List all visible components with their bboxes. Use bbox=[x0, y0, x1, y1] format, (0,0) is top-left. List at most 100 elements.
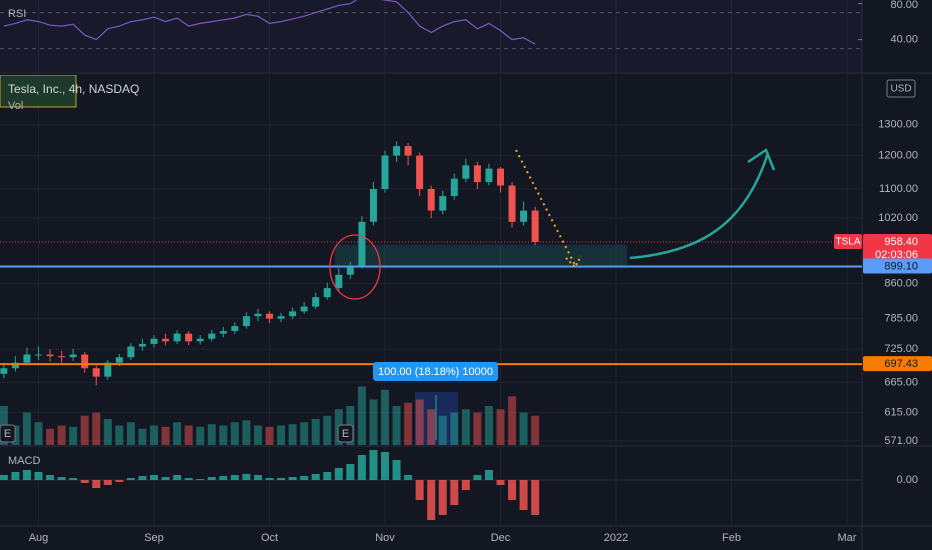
volume-bar bbox=[150, 425, 158, 445]
macd-bar bbox=[92, 480, 101, 488]
y-tick-label: 1300.00 bbox=[878, 119, 918, 131]
candle-body bbox=[254, 313, 262, 317]
price-tag bbox=[863, 233, 932, 262]
x-tick-label: Nov bbox=[375, 532, 395, 544]
candle-body bbox=[35, 354, 42, 356]
macd-bar bbox=[392, 460, 401, 480]
volume-bar bbox=[288, 424, 297, 445]
macd-bar bbox=[207, 477, 216, 480]
volume-bar bbox=[531, 415, 540, 445]
volume-bar bbox=[369, 399, 378, 445]
rsi-tick-label: 80.00 bbox=[890, 0, 918, 11]
volume-bar bbox=[392, 406, 401, 445]
volume-bar bbox=[161, 426, 170, 445]
candle-body bbox=[485, 168, 493, 183]
earnings-marker bbox=[337, 424, 354, 443]
macd-bar bbox=[519, 480, 528, 510]
price-tag-label: 899.10 bbox=[884, 260, 918, 272]
macd-bar bbox=[265, 478, 274, 480]
macd-bar bbox=[80, 480, 89, 483]
earnings-label: E bbox=[342, 428, 349, 440]
candle-body bbox=[266, 313, 273, 319]
tooltip: 100.00 (18.18%) 10000 bbox=[378, 366, 493, 378]
candle-body bbox=[46, 354, 54, 357]
candle-body bbox=[497, 168, 504, 186]
macd-bar bbox=[415, 480, 424, 500]
volume-bar bbox=[519, 412, 528, 445]
macd-bar bbox=[473, 475, 482, 480]
price-tag-label: 958.40 bbox=[884, 236, 918, 248]
y-tick-label: 1020.00 bbox=[878, 212, 918, 224]
macd-bar bbox=[277, 478, 286, 480]
candle-body bbox=[92, 368, 100, 377]
candle-body bbox=[335, 274, 343, 289]
volume-bar bbox=[404, 402, 413, 445]
x-tick-label: Dec bbox=[491, 532, 511, 544]
volume-bar bbox=[184, 425, 193, 445]
chart-title: Tesla, Inc., 4h, NASDAQ bbox=[8, 82, 139, 96]
volume-bar bbox=[508, 396, 517, 445]
macd-bar bbox=[253, 475, 262, 480]
rsi-pane bbox=[0, 0, 862, 72]
price-tag-label: 697.43 bbox=[884, 358, 918, 370]
macd-bar bbox=[0, 475, 8, 480]
volume-bar bbox=[230, 422, 239, 445]
volume-bar bbox=[138, 428, 147, 445]
candle-body bbox=[185, 333, 193, 342]
volume-bar bbox=[438, 415, 447, 445]
volume-bar bbox=[311, 419, 320, 445]
candle-body bbox=[439, 196, 447, 211]
macd-bar bbox=[138, 476, 147, 480]
y-tick-label: 785.00 bbox=[884, 313, 918, 325]
currency: USD bbox=[890, 84, 911, 95]
y-tick-label: 571.00 bbox=[884, 435, 918, 447]
rsi-tick-label: 40.00 bbox=[890, 34, 918, 46]
macd-bar bbox=[11, 472, 20, 480]
candle-body bbox=[381, 155, 389, 190]
circle-drawing bbox=[329, 234, 381, 300]
macd-bar bbox=[404, 475, 413, 480]
macd-bar bbox=[381, 452, 389, 480]
candle-body bbox=[231, 326, 239, 332]
tooltip-box bbox=[373, 362, 498, 381]
candle-body bbox=[58, 356, 66, 358]
volume-bar bbox=[207, 424, 216, 445]
macd-bar bbox=[288, 477, 297, 480]
symbol-tag bbox=[834, 233, 862, 249]
macd-bar bbox=[184, 478, 193, 480]
rsi-bg bbox=[0, 0, 862, 72]
candle-body bbox=[312, 297, 320, 307]
rsi-title: RSI bbox=[8, 8, 26, 20]
macd-bar bbox=[34, 472, 43, 480]
volume-bar bbox=[277, 425, 286, 445]
volume-bar bbox=[173, 422, 182, 445]
macd-bar bbox=[161, 477, 170, 480]
macd-bar bbox=[46, 475, 55, 480]
candle-body bbox=[323, 288, 331, 298]
candle-body bbox=[520, 210, 528, 222]
candle-body bbox=[508, 185, 516, 222]
volume-bar bbox=[80, 415, 89, 445]
candle-body bbox=[427, 189, 435, 211]
candle-body bbox=[531, 210, 539, 242]
y-tick-label: 860.00 bbox=[884, 277, 918, 289]
volume-bar bbox=[473, 412, 482, 445]
earnings-label: E bbox=[4, 428, 11, 440]
drawing-box bbox=[0, 75, 77, 108]
macd-title: MACD bbox=[8, 455, 40, 467]
volume-bar bbox=[461, 409, 470, 445]
y-tick-label: 615.00 bbox=[884, 406, 918, 418]
curved-arrow-head bbox=[747, 148, 776, 171]
volume-bar bbox=[196, 426, 205, 445]
volume-bar bbox=[323, 415, 332, 445]
macd-tick-label: 0.00 bbox=[897, 474, 918, 486]
volume-bar bbox=[484, 406, 493, 445]
candle-body bbox=[277, 316, 285, 319]
zone-box bbox=[334, 244, 628, 269]
volume-bar bbox=[450, 412, 459, 445]
macd-bar bbox=[103, 480, 112, 485]
candle-body bbox=[69, 354, 77, 358]
x-tick-label: Mar bbox=[838, 532, 857, 544]
candle-body bbox=[416, 155, 424, 190]
